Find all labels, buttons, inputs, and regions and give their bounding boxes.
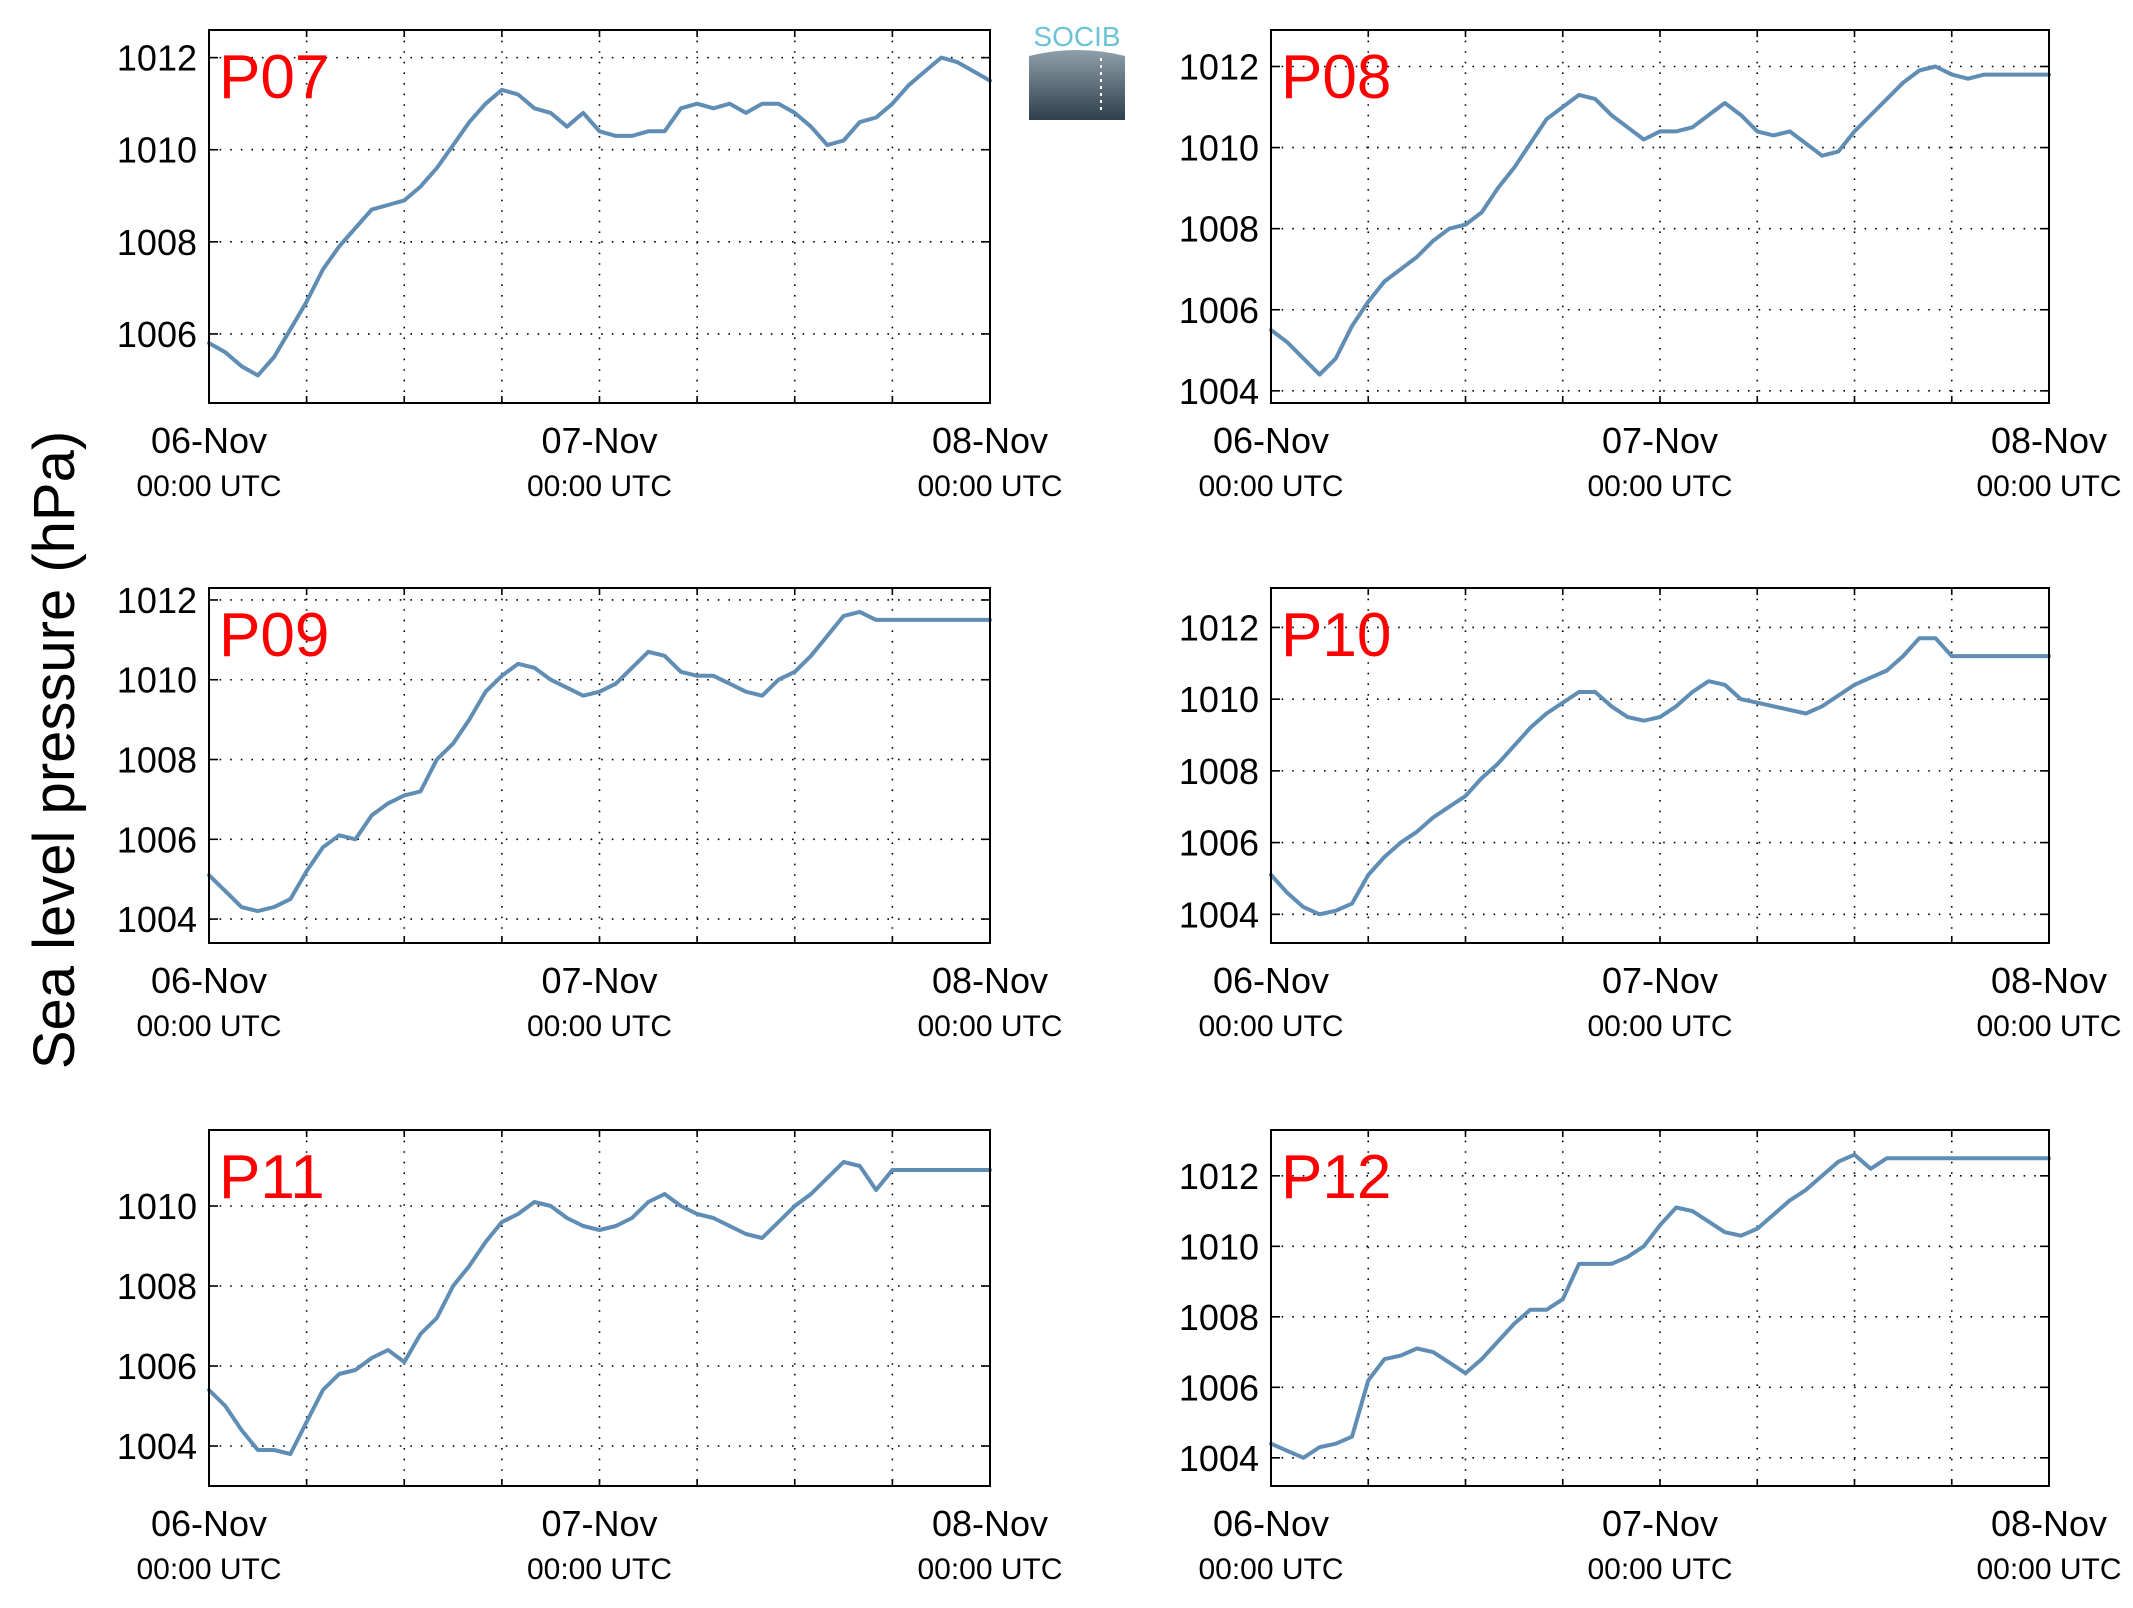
series-line-p09 — [207, 609, 992, 914]
panels: 1006 1008 1010 1012 06-Nov 00:00 UTC 07-Nov 00:… — [117, 29, 2122, 1586]
y-tick-label: 1004 — [117, 899, 197, 940]
x-tick-sublabel: 00:00 UTC — [1587, 1010, 1732, 1043]
y-tick-label: 1008 — [117, 740, 197, 781]
axes-frame — [208, 587, 991, 944]
x-tick-sublabel: 00:00 UTC — [917, 470, 1062, 503]
x-tick-label: 07-Nov — [1602, 420, 1718, 461]
panel-label: P07 — [219, 43, 329, 112]
plot-area — [1271, 588, 2049, 943]
x-tick-sublabel: 00:00 UTC — [1976, 1010, 2121, 1043]
x-tick-sublabel: 00:00 UTC — [136, 470, 281, 503]
panel-label: P09 — [219, 601, 329, 670]
y-tick-label: 1010 — [117, 660, 197, 701]
axes-frame — [208, 29, 991, 404]
y-tick-label: 1006 — [1179, 1367, 1259, 1408]
y-tick-label: 1012 — [117, 580, 197, 621]
axes-frame — [208, 1129, 991, 1487]
x-tick-sublabel: 00:00 UTC — [917, 1553, 1062, 1586]
x-tick-label: 07-Nov — [1602, 960, 1718, 1001]
x-tick-sublabel: 00:00 UTC — [917, 1010, 1062, 1043]
panel-label: P11 — [219, 1143, 325, 1212]
y-tick-label: 1010 — [117, 130, 197, 171]
x-tick-label: 08-Nov — [1991, 960, 2107, 1001]
series-line-p07 — [207, 55, 992, 378]
x-tick-sublabel: 00:00 UTC — [1198, 470, 1343, 503]
panel-label: P10 — [1281, 601, 1391, 670]
y-tick-label: 1006 — [117, 819, 197, 860]
axes-frame — [1270, 29, 2050, 404]
panel-p11: 1004 1006 1008 1010 06-Nov 00:00 UTC 07-Nov 00:… — [117, 1129, 1063, 1586]
x-tick-sublabel: 00:00 UTC — [1976, 470, 2121, 503]
y-axis-label: Sea level pressure (hPa) — [22, 431, 87, 1069]
plot-area — [209, 30, 990, 403]
x-tick-label: 06-Nov — [151, 1503, 267, 1544]
y-tick-label: 1004 — [1179, 894, 1259, 935]
x-tick-label: 07-Nov — [541, 1503, 657, 1544]
y-tick-label: 1010 — [1179, 1226, 1259, 1267]
x-tick-label: 06-Nov — [1213, 420, 1329, 461]
x-tick-sublabel: 00:00 UTC — [1587, 1553, 1732, 1586]
series-line-p11 — [207, 1160, 992, 1456]
x-tick-label: 08-Nov — [932, 420, 1048, 461]
axes-frame — [1270, 1129, 2050, 1487]
x-tick-sublabel: 00:00 UTC — [527, 1010, 672, 1043]
x-tick-label: 08-Nov — [932, 1503, 1048, 1544]
panel-label: P08 — [1281, 43, 1391, 112]
plot-area — [1271, 30, 2049, 403]
panel-p08: 1004 1006 1008 1010 1012 06-Nov 00:00 UTC 07-No… — [1179, 29, 2122, 503]
y-tick-label: 1006 — [117, 1346, 197, 1387]
x-tick-sublabel: 00:00 UTC — [527, 470, 672, 503]
y-tick-label: 1010 — [1179, 679, 1259, 720]
y-tick-label: 1008 — [1179, 751, 1259, 792]
y-tick-label: 1008 — [1179, 1297, 1259, 1338]
axes-frame — [1270, 587, 2050, 944]
x-tick-sublabel: 00:00 UTC — [1198, 1553, 1343, 1586]
logo-text: SOCIB — [1033, 21, 1120, 52]
panel-p07: 1006 1008 1010 1012 06-Nov 00:00 UTC 07-Nov 00:… — [117, 29, 1063, 503]
y-tick-label: 1004 — [117, 1426, 197, 1467]
x-tick-label: 08-Nov — [932, 960, 1048, 1001]
y-tick-label: 1010 — [1179, 128, 1259, 169]
y-tick-label: 1004 — [1179, 1438, 1259, 1479]
x-tick-sublabel: 00:00 UTC — [1976, 1553, 2121, 1586]
x-tick-label: 07-Nov — [541, 420, 657, 461]
panel-p09: 1004 1006 1008 1010 1012 06-Nov 00:00 UTC 07-No… — [117, 580, 1063, 1043]
x-tick-label: 06-Nov — [1213, 960, 1329, 1001]
x-tick-label: 07-Nov — [1602, 1503, 1718, 1544]
plot-area — [209, 588, 990, 943]
panel-label: P12 — [1281, 1143, 1391, 1212]
x-tick-label: 08-Nov — [1991, 420, 2107, 461]
y-tick-label: 1012 — [117, 38, 197, 79]
panel-p10: 1004 1006 1008 1010 1012 06-Nov 00:00 UTC 07-No… — [1179, 587, 2122, 1043]
plot-area — [209, 1130, 990, 1486]
series-line-p12 — [1269, 1152, 2051, 1460]
y-tick-label: 1012 — [1179, 46, 1259, 87]
x-tick-label: 06-Nov — [151, 420, 267, 461]
x-tick-label: 08-Nov — [1991, 1503, 2107, 1544]
y-tick-label: 1008 — [117, 222, 197, 263]
y-tick-label: 1012 — [1179, 607, 1259, 648]
x-tick-sublabel: 00:00 UTC — [1587, 470, 1732, 503]
y-tick-label: 1004 — [1179, 371, 1259, 412]
y-tick-label: 1010 — [117, 1186, 197, 1227]
y-tick-label: 1012 — [1179, 1156, 1259, 1197]
y-tick-label: 1008 — [1179, 209, 1259, 250]
panel-p12: 1004 1006 1008 1010 1012 06-Nov 00:00 UTC 07-No… — [1179, 1129, 2122, 1586]
socib-logo: SOCIB — [1029, 21, 1125, 120]
y-tick-label: 1006 — [117, 314, 197, 355]
x-tick-sublabel: 00:00 UTC — [1198, 1010, 1343, 1043]
x-tick-label: 07-Nov — [541, 960, 657, 1001]
y-tick-label: 1006 — [1179, 823, 1259, 864]
x-tick-sublabel: 00:00 UTC — [136, 1010, 281, 1043]
series-line-p08 — [1269, 64, 2051, 377]
plot-area — [1271, 1130, 2049, 1486]
x-tick-label: 06-Nov — [1213, 1503, 1329, 1544]
x-tick-sublabel: 00:00 UTC — [136, 1553, 281, 1586]
x-tick-label: 06-Nov — [151, 960, 267, 1001]
y-tick-label: 1006 — [1179, 290, 1259, 331]
y-tick-label: 1008 — [117, 1266, 197, 1307]
series-line-p10 — [1269, 636, 2051, 917]
x-tick-sublabel: 00:00 UTC — [527, 1553, 672, 1586]
